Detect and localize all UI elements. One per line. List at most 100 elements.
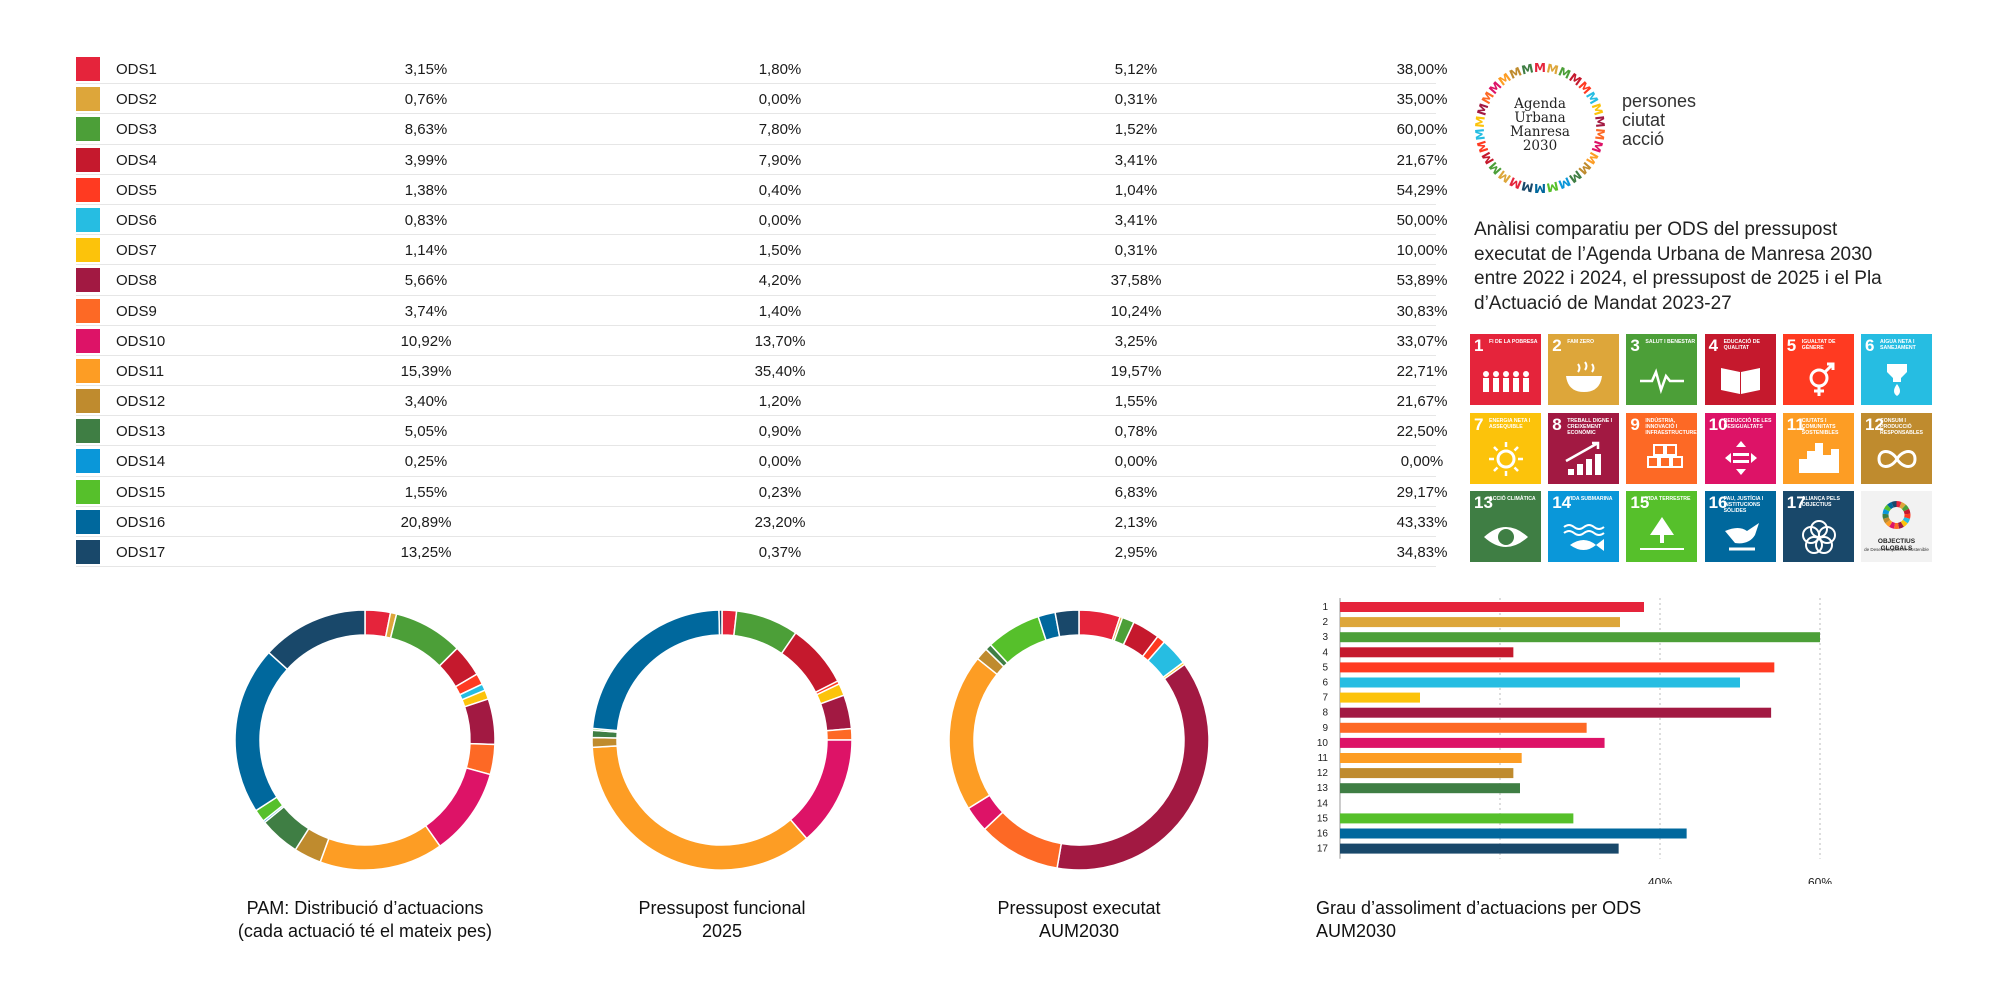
donut-slice-ods9 [983,811,1063,870]
bar-ods12 [1340,768,1514,779]
sdg-tile-number: 10 [1708,414,1728,434]
grau-value: 10,00% [1396,242,1448,260]
bar-ods4 [1340,647,1514,658]
sdg-wheel-segment [1889,521,1896,529]
sdg-tile-1: 1 Fi de la pobresa [1470,334,1541,405]
funcional-value: 23,20% [754,513,806,531]
grau-value: 21,67% [1396,393,1448,411]
bar-category-label: 14 [1317,798,1329,809]
donut-pressupost-funcional [591,609,853,871]
sdg-tile-label: Consum i producció responsables [1880,417,1923,436]
sdg-tile-10: 10 Reducció de les desigualtats [1704,412,1776,484]
table-row: ODS9 3,74% 1,40% 10,24% 30,83% [76,296,1447,326]
ods-name: ODS3 [116,121,157,139]
grau-value: 50,00% [1396,211,1448,229]
pam-value: 0,76% [404,91,448,109]
sdg-tile-label: Aigua neta i sanejament [1880,339,1916,351]
donut-slice-ods11 [591,745,808,871]
logo-line: Agenda [1513,96,1566,112]
ods-color-swatch [76,57,100,81]
table-row: ODS15 1,55% 0,23% 6,83% 29,17% [76,477,1447,507]
table-row: ODS2 0,76% 0,00% 0,31% 35,00% [76,84,1447,115]
infinity-icon [1877,449,1917,468]
sdg-tile-label: Pau, justícia i institucions sòlides [1723,496,1764,514]
sdg-wheel-segment [1882,513,1889,519]
donut-pressupost-executat [948,609,1210,871]
logo-ring-letter: M [1534,61,1546,75]
bar-ods11 [1340,753,1522,763]
ods-name: ODS5 [116,181,157,199]
executat-value: 2,95% [1114,544,1158,561]
grau-value: 33,07% [1396,332,1448,350]
executat-value: 5,12% [1114,61,1158,78]
sdg-tile-number: 17 [1786,493,1806,512]
gender-icon [1809,362,1835,396]
ods-color-swatch [76,540,100,564]
bar-ods16 [1340,828,1687,839]
sdg-wheel-segment [1903,508,1911,515]
tagline-word: acció [1622,129,1665,149]
table-row: ODS14 0,25% 0,00% 0,00% 0,00% [76,446,1443,477]
ods-color-swatch [76,298,100,323]
pam-value: 3,15% [404,61,448,78]
bar-category-label: 12 [1317,768,1329,779]
table-row: ODS8 5,66% 4,20% 37,58% 53,89% [76,265,1447,296]
donut-slice-ods10 [424,767,492,848]
ods-name: ODS7 [116,242,157,260]
bowl-icon [1566,361,1603,392]
pam-value: 3,40% [404,393,448,411]
bar-category-label: 8 [1322,708,1328,719]
sdg-wheel-segment [1883,504,1892,512]
donut-slice-ods12 [591,736,618,749]
pam-value: 0,83% [404,211,448,229]
x-tick-label: 60% [1808,876,1832,884]
logo-ring-letter: M [1474,102,1491,118]
funcional-value: 0,23% [758,483,802,501]
bar-ods6 [1340,677,1740,688]
executat-value: 3,25% [1114,332,1158,350]
sun-icon [1489,441,1523,476]
sdg-tile-number: 6 [1865,336,1875,355]
ods-name: ODS4 [116,151,157,169]
sdg-tile-14: 14 Vida submarina [1548,491,1620,562]
logo-ring-letter: M [1545,179,1560,195]
funcional-value: 1,40% [758,302,802,320]
ods-color-swatch [76,419,100,444]
executat-value: 19,57% [1110,362,1162,380]
grau-value: 21,67% [1396,151,1448,169]
sdg-tile-6: 6 Aigua neta i sanejament [1861,334,1932,405]
ods-name: ODS14 [116,453,166,471]
ods-color-swatch [76,268,100,293]
ods-color-swatch [76,328,100,353]
funcional-value: 1,50% [758,242,802,260]
bar-ods13 [1340,783,1520,794]
buildings-icon [1798,442,1839,473]
logo-line: 2030 [1523,138,1557,154]
sdg-tile-3: 3 Salut i benestar [1626,334,1698,405]
tagline-word: persones [1622,91,1697,111]
funcional-value: 0,00% [758,91,802,109]
pam-value: 20,89% [400,513,452,531]
table-row: ODS13 5,05% 0,90% 0,78% 22,50% [76,416,1447,447]
sdg-tile-2: 2 Fam zero [1548,334,1620,405]
chart-title-executat: Pressupost executat AUM2030 [909,897,1249,943]
grau-value: 0,00% [1400,453,1444,471]
pam-value: 5,05% [404,423,448,441]
cubes-icon [1647,443,1684,468]
sdg-tile-17: 17 Aliança pels objectius [1782,491,1854,562]
sdg-tile-8: 8 Treball digne i creixement econòmic [1548,412,1620,484]
logo-ring-letter: M [1592,115,1607,128]
sdg-tile-number: 2 [1552,336,1562,355]
donut-slice-ods4 [780,631,839,694]
sdg-tile-number: 12 [1865,414,1884,434]
pam-value: 8,63% [404,121,448,139]
funcional-value: 1,20% [758,393,802,411]
logo-ring-letter: M [1520,179,1535,195]
executat-value: 3,41% [1114,211,1158,229]
grau-value: 22,71% [1396,362,1448,380]
logo-ring-letter: M [1592,128,1607,141]
ods-color-swatch [76,177,100,202]
bar-category-label: 6 [1322,678,1328,689]
funcional-value: 0,37% [758,544,802,561]
